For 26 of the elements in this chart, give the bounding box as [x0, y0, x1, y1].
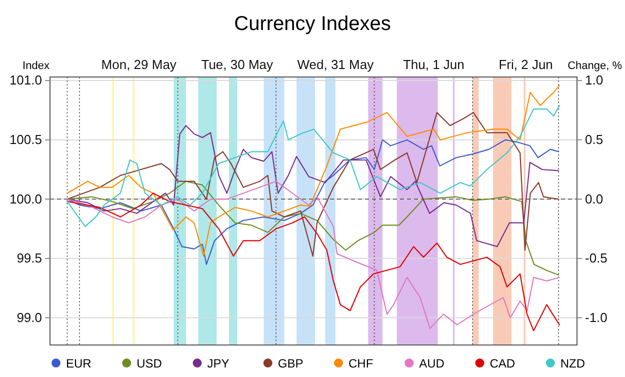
y2-tick-label: 0.0: [585, 191, 604, 206]
legend-label: JPY: [207, 356, 230, 370]
y2-axis-title: Change, %: [568, 60, 622, 72]
x-tick-label: Wed, 31 May: [297, 57, 374, 72]
legend-label: AUD: [419, 356, 445, 370]
y-tick-label: 99.0: [16, 310, 42, 325]
legend-label: CHF: [348, 356, 374, 370]
y-axis-title: Index: [22, 60, 50, 72]
x-tick-label: Thu, 1 Jun: [402, 57, 464, 72]
x-tick-label: Tue, 30 May: [201, 57, 274, 72]
y2-tick-label: 0.5: [585, 132, 604, 148]
legend-label: EUR: [66, 356, 92, 370]
y2-tick-label: -0.5: [585, 250, 608, 266]
legend-label: CAD: [490, 356, 516, 370]
legend-label: NZD: [560, 356, 586, 370]
y-tick-label: 99.5: [16, 250, 42, 266]
y-tick-label: 100.5: [9, 132, 42, 148]
y-tick-label: 100.0: [9, 191, 42, 206]
y-tick-label: 101.0: [9, 72, 42, 88]
chart-title: Currency Indexes: [234, 13, 391, 35]
legend-label: GBP: [278, 356, 304, 370]
y2-tick-label: 1.0: [585, 72, 604, 88]
x-tick-label: Fri, 2 Jun: [498, 57, 553, 72]
y2-tick-label: -1.0: [585, 310, 608, 325]
x-tick-label: Mon, 29 May: [101, 57, 177, 72]
legend-label: USD: [136, 356, 162, 370]
